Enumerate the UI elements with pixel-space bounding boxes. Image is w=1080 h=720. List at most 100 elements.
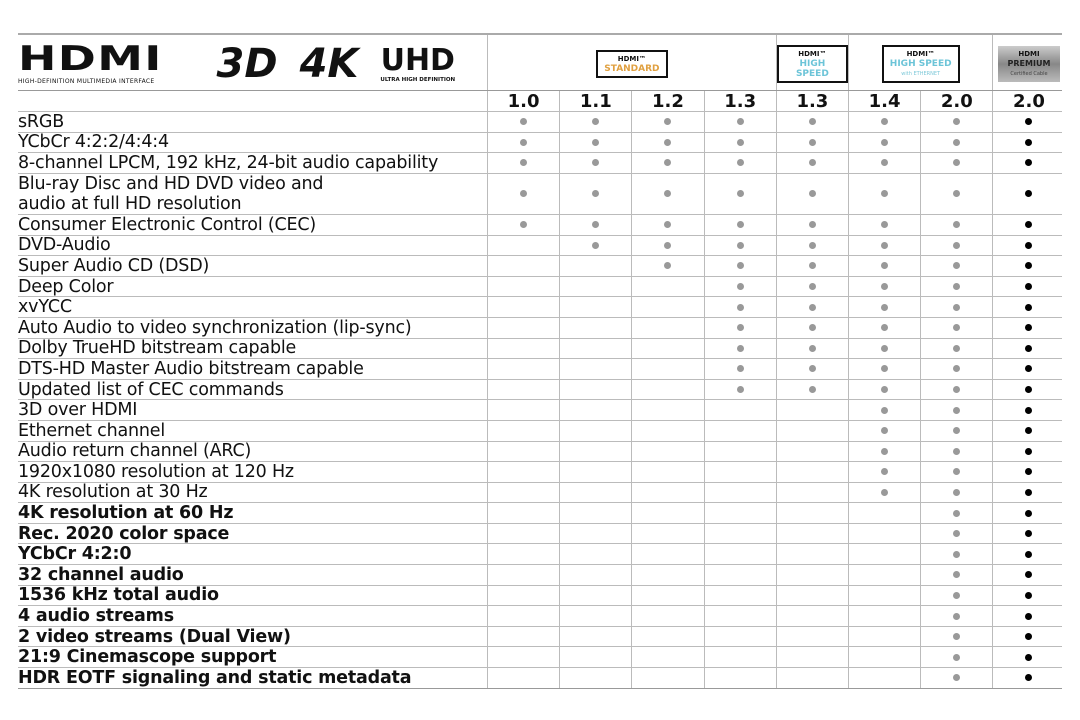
support-cell (920, 379, 992, 400)
support-cell (775, 256, 848, 276)
support-cell (487, 112, 559, 132)
supported-dot (808, 241, 816, 249)
supported-dot (736, 262, 744, 270)
support-cell (775, 173, 848, 214)
support-cell (487, 276, 559, 297)
support-cell (559, 462, 631, 482)
support-cell (920, 256, 992, 276)
supported-dot (1025, 386, 1033, 394)
support-cell (703, 400, 776, 420)
support-cell (559, 544, 631, 565)
support-cell (992, 338, 1064, 359)
supported-dot (953, 406, 961, 414)
supported-dot (953, 262, 961, 270)
support-cell (703, 112, 776, 132)
support-cell (920, 441, 992, 462)
supported-dot (736, 118, 744, 126)
support-cell (631, 420, 703, 441)
supported-dot (520, 190, 528, 198)
cable-badge: HDMI™ STANDARD (596, 49, 668, 78)
support-cell (992, 462, 1064, 482)
support-cell (703, 441, 776, 462)
support-cell (920, 338, 992, 359)
table-row: 21:9 Cinemascope support (18, 646, 1064, 668)
supported-dot (1025, 653, 1033, 661)
support-cell (920, 503, 992, 523)
support-cell (848, 338, 920, 359)
supported-dot (953, 612, 961, 620)
support-cell (920, 565, 992, 585)
support-cell (487, 359, 559, 379)
supported-dot (808, 344, 816, 352)
support-cell (775, 420, 848, 441)
support-cell (775, 647, 848, 668)
feature-label: DVD-Audio (18, 235, 111, 256)
support-cell (848, 214, 920, 235)
support-cell (848, 647, 920, 668)
supported-dot (881, 159, 889, 167)
table-row: 1920x1080 resolution at 120 Hz (18, 461, 1062, 482)
support-cell (703, 544, 776, 565)
supported-dot (953, 427, 961, 435)
feature-label: 1536 kHz total audio (18, 585, 219, 606)
support-cell (775, 297, 848, 317)
support-cell (920, 153, 992, 173)
support-cell (775, 606, 848, 626)
support-cell (631, 112, 703, 132)
support-cell (487, 400, 559, 420)
supported-dot (664, 190, 672, 198)
support-cell (992, 441, 1064, 462)
supported-dot (1025, 612, 1033, 620)
table-row: DVD-Audio (18, 234, 1062, 256)
support-cell (631, 503, 703, 523)
table-row: 2 video streams (Dual View) (18, 625, 1062, 647)
supported-dot (881, 468, 889, 476)
support-cell (992, 256, 1064, 276)
cable-name: HIGH SPEED (889, 58, 952, 69)
support-cell (992, 647, 1064, 668)
supported-dot (520, 138, 528, 146)
table-row: Blu-ray Disc and HD DVD video and audio … (18, 172, 1062, 214)
supported-dot (953, 653, 961, 661)
feature-label: YCbCr 4:2:0 (18, 544, 132, 565)
support-cell (992, 544, 1064, 565)
support-cell (775, 482, 848, 503)
uhd-logo: UHD ULTRA HIGH DEFINITION (380, 44, 455, 83)
support-cell (559, 379, 631, 400)
support-cell (920, 214, 992, 235)
supported-dot (881, 488, 889, 496)
support-cell (559, 214, 631, 235)
feature-label: DTS-HD Master Audio bitstream capable (18, 358, 364, 379)
support-cell (920, 647, 992, 668)
table-row: 8-channel LPCM, 192 kHz, 24-bit audio ca… (18, 152, 1062, 173)
support-cell (703, 276, 776, 297)
support-cell (775, 379, 848, 400)
supported-dot (953, 550, 961, 558)
feature-label: 4K resolution at 30 Hz (18, 482, 208, 503)
supported-dot (736, 365, 744, 373)
supported-dot (953, 488, 961, 496)
supported-dot (664, 138, 672, 146)
support-cell (559, 400, 631, 420)
supported-dot (953, 468, 961, 476)
supported-dot (736, 138, 744, 146)
support-cell (631, 153, 703, 173)
support-cell (631, 256, 703, 276)
support-cell (848, 132, 920, 153)
support-cell (487, 523, 559, 544)
support-cell (992, 317, 1064, 338)
supported-dot (592, 221, 600, 229)
supported-dot (881, 427, 889, 435)
supported-dot (808, 283, 816, 291)
supported-dot (881, 365, 889, 373)
support-cell (631, 565, 703, 585)
supported-dot (1025, 406, 1033, 414)
support-cell (703, 359, 776, 379)
supported-dot (953, 221, 961, 229)
support-cell (775, 441, 848, 462)
feature-label: Rec. 2020 color space (18, 523, 230, 544)
support-cell (487, 214, 559, 235)
supported-dot (520, 118, 528, 126)
support-cell (559, 668, 631, 688)
support-cell (631, 585, 703, 606)
